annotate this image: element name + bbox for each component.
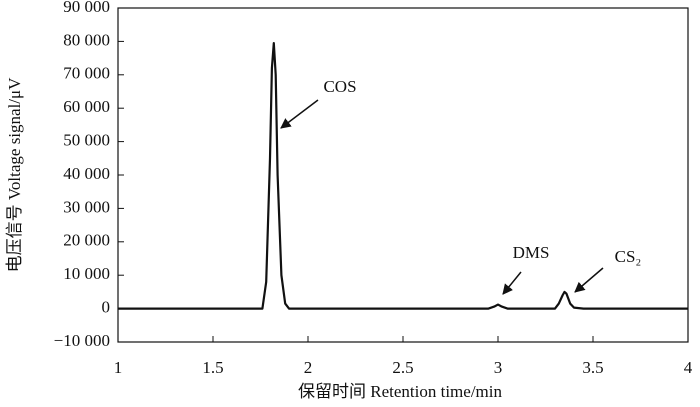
x-axis-label: 保留时间 Retention time/min [298,382,502,401]
x-tick-label: 4 [684,358,693,377]
y-tick-label: 0 [102,298,111,317]
y-axis-label: 电压信号 Voltage signal/μV [5,77,24,273]
y-tick-label: −10 000 [54,331,110,350]
x-tick-label: 3.5 [582,358,603,377]
y-tick-label: 10 000 [63,264,110,283]
x-tick-label: 1.5 [202,358,223,377]
arrow [574,267,604,293]
y-tick-label: 50 000 [63,131,110,150]
y-tick-label: 80 000 [63,30,110,49]
y-tick-label: 20 000 [63,231,110,250]
annotation: CS₂ [615,247,642,266]
y-tick-label: 30 000 [63,197,110,216]
annotation: DMS [513,243,550,262]
data-line [118,41,688,310]
x-tick-label: 2 [304,358,313,377]
x-tick-label: 2.5 [392,358,413,377]
y-tick-label: 70 000 [63,64,110,83]
plot-frame [117,7,689,343]
x-tick-label: 3 [494,358,503,377]
y-tick-label: 60 000 [63,97,110,116]
y-tick-label: 40 000 [63,164,110,183]
arrow [280,99,319,129]
x-tick-label: 1 [114,358,123,377]
annotation: COS [323,77,356,96]
arrow [502,271,522,295]
y-tick-label: 90 000 [63,0,110,16]
